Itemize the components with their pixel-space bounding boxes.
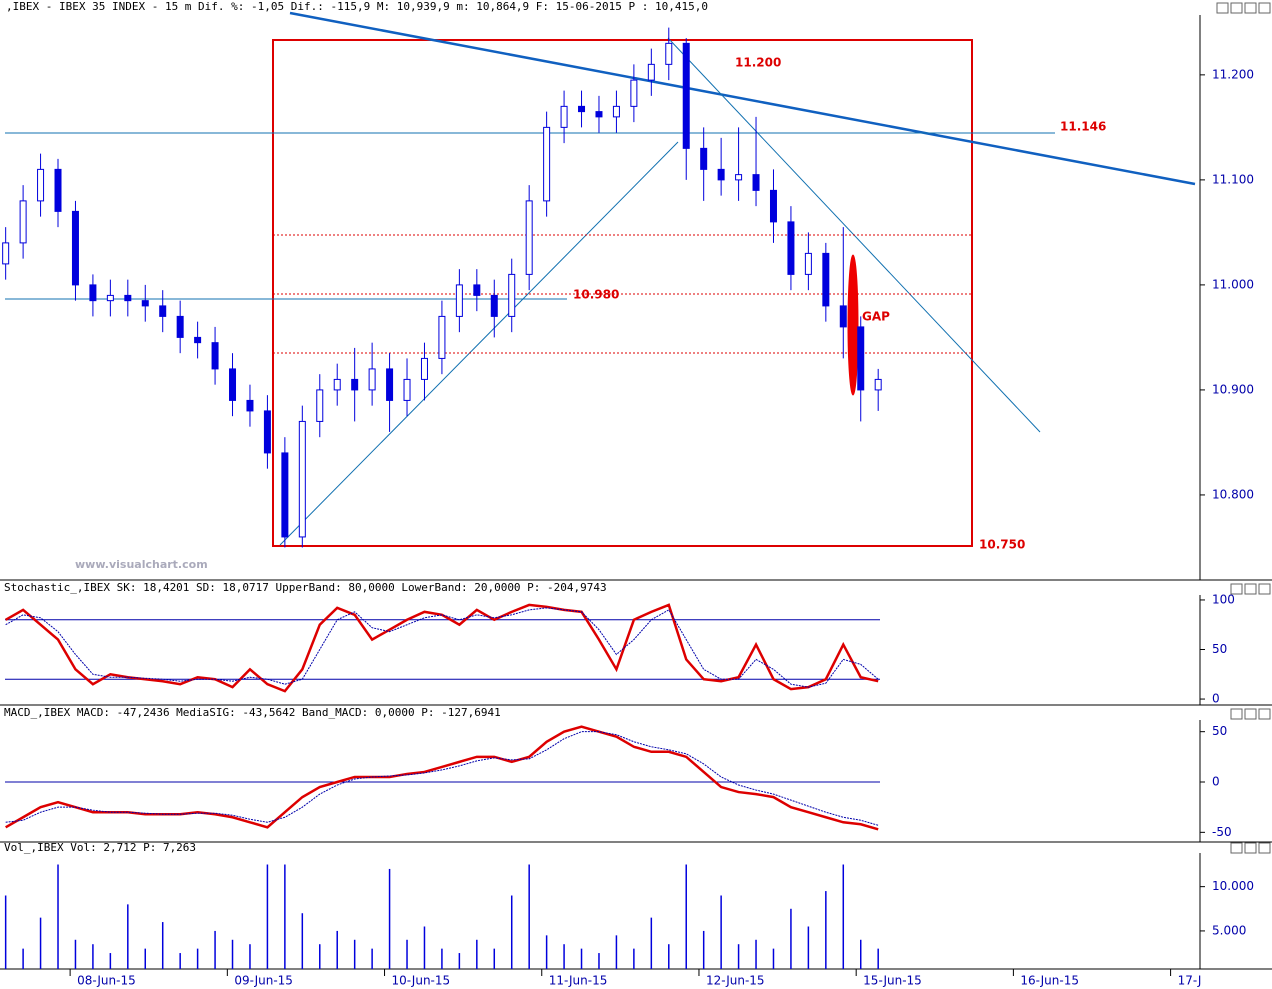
candle-body [839, 305, 847, 328]
series-line [5, 603, 879, 693]
candle-body [804, 252, 812, 275]
y-tick-label: 11.100 [1212, 172, 1254, 186]
series-line [5, 607, 879, 688]
candle-body [857, 326, 865, 391]
candle-body [281, 452, 289, 538]
candle-body [473, 284, 481, 296]
series-line [5, 725, 879, 831]
candle-body [2, 242, 10, 265]
candle-body [490, 294, 498, 317]
candle-body [752, 174, 760, 191]
y-tick-label: 50 [1212, 642, 1227, 656]
candle-body [298, 420, 306, 538]
panel-title: Vol_,IBEX Vol: 2,712 P: 7,263 [4, 841, 196, 854]
y-tick-label: 5.000 [1212, 923, 1246, 937]
candle-body [525, 200, 533, 275]
candle-body [455, 284, 463, 317]
candle-body [124, 294, 132, 302]
candle-body [176, 315, 184, 338]
annotation: GAP [862, 310, 890, 324]
candle-body [560, 105, 568, 128]
candle-body [438, 315, 446, 359]
candle-body [386, 368, 394, 401]
candle-body [874, 378, 882, 391]
y-tick-label: -50 [1212, 825, 1232, 839]
frame [0, 15, 1272, 970]
candle-body [682, 42, 690, 149]
panel-title: MACD_,IBEX MACD: -47,2436 MediaSIG: -43,… [4, 706, 501, 719]
y-tick-label: 10.800 [1212, 487, 1254, 501]
candle-body [54, 168, 62, 212]
candle-body [403, 378, 411, 401]
x-tick-label: 12-Jun-15 [706, 974, 765, 988]
annotation: 11.146 [1060, 120, 1106, 134]
candle-body [316, 389, 324, 422]
candle-body [508, 273, 516, 317]
x-tick-label: 09-Jun-15 [234, 974, 293, 988]
candle-body [717, 168, 725, 181]
candle-body [787, 221, 795, 275]
annotation: 10.750 [979, 538, 1025, 552]
candle-body [71, 210, 79, 286]
watermark: www.visualchart.com [75, 558, 208, 571]
chart-title: ,IBEX - IBEX 35 INDEX - 15 m Dif. %: -1,… [6, 0, 708, 13]
candle-body [700, 147, 708, 170]
y-tick-label: 11.000 [1212, 277, 1254, 291]
window-buttons[interactable] [1216, 2, 1271, 854]
y-tick-label: 0 [1212, 775, 1220, 789]
candle-body [229, 368, 237, 401]
x-tick-label: 15-Jun-15 [863, 974, 922, 988]
candle-body [822, 252, 830, 307]
candle-body [159, 305, 167, 317]
candle-body [735, 174, 743, 181]
y-tick-label: 10.000 [1212, 879, 1254, 893]
candle-body [351, 378, 359, 391]
series-line [5, 731, 879, 826]
panel-title: Stochastic_,IBEX SK: 18,4201 SD: 18,0717… [4, 581, 607, 594]
candle-body [647, 63, 655, 81]
candle-body [89, 284, 97, 302]
candle-body [578, 105, 586, 113]
candle-body [141, 300, 149, 307]
candle-body [368, 368, 376, 391]
candle-body [612, 105, 620, 118]
candle-body [420, 357, 428, 380]
candle-body [246, 399, 254, 412]
y-tick-label: 100 [1212, 592, 1235, 606]
candle-body [19, 200, 27, 244]
candle-body [665, 42, 673, 65]
x-tick-label: 08-Jun-15 [77, 974, 136, 988]
x-tick-label: 11-Jun-15 [549, 974, 608, 988]
candle-body [211, 342, 219, 370]
annotation: 10.980 [573, 288, 619, 302]
y-tick-label: 11.200 [1212, 67, 1254, 81]
drawings [5, 11, 1196, 547]
candle-body [37, 168, 45, 202]
x-tick-label: 17-J [1178, 974, 1202, 988]
candle-body [194, 336, 202, 344]
candle-body [333, 378, 341, 391]
y-tick-label: 50 [1212, 724, 1227, 738]
annotation: 11.200 [735, 56, 781, 70]
candle-body [263, 410, 271, 454]
candle-body [769, 189, 777, 223]
x-tick-label: 10-Jun-15 [392, 974, 451, 988]
candle-body [106, 294, 114, 302]
candle-body [543, 126, 551, 202]
candle-body [595, 111, 603, 118]
candle-body [630, 79, 638, 107]
x-tick-label: 16-Jun-15 [1020, 974, 1079, 988]
y-tick-label: 10.900 [1212, 382, 1254, 396]
y-tick-label: 0 [1212, 692, 1220, 706]
